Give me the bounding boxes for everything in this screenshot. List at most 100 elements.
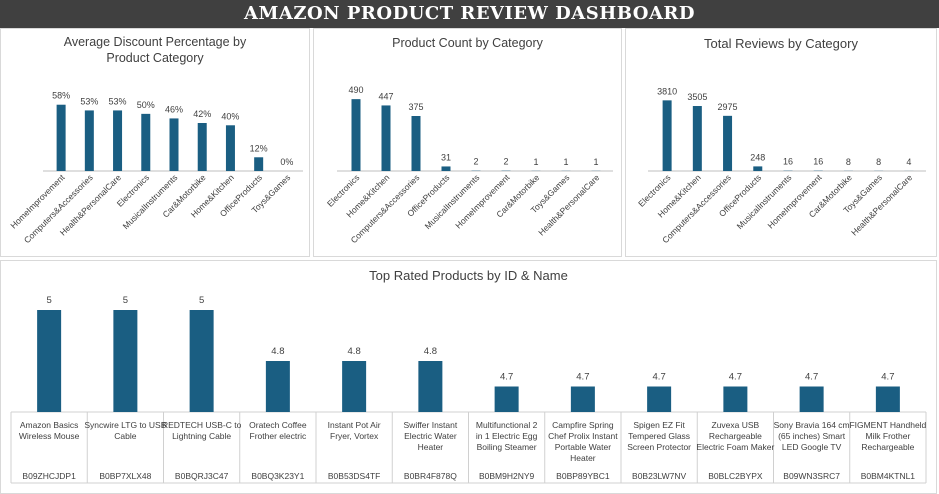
- reviews-bar-computers-accessories: [723, 115, 733, 171]
- count-data-label: 1: [593, 157, 598, 167]
- discount-data-label: 58%: [52, 91, 70, 101]
- top-rated-chart: 5 Amazon Basics Wireless Mouse B09ZHCJDP1 5 S…: [10, 295, 927, 484]
- top-data-label: 5: [46, 295, 51, 306]
- discount-bar-homeimprovement: [56, 104, 66, 171]
- top-data-label: 4.7: [805, 372, 818, 383]
- top-product-id: B0BM9H2NY9: [479, 471, 535, 481]
- top-product-name: Sony Bravia 164 cm (65 inches) Smart LED G…: [774, 420, 850, 452]
- top-rated-chart-panel: Top Rated Products by ID & Name 5 Amazon …: [0, 260, 937, 494]
- count-data-label: 31: [441, 152, 451, 162]
- discount-data-label: 53%: [109, 96, 127, 106]
- top-data-label: 4.7: [576, 372, 589, 383]
- top-bar-b0bp7xlx48: [113, 310, 138, 412]
- top-product-name: FIGMENT Handheld Milk Frother Rechargeable: [849, 420, 926, 452]
- reviews-data-label: 16: [783, 157, 793, 167]
- top-product-name: Instant Pot Air Fryer, Vortex: [328, 420, 381, 441]
- discount-bar-officeproducts: [254, 157, 264, 171]
- count-tick-label: Health&PersonalCare: [536, 172, 601, 237]
- discount-bar-car-motorbike: [197, 123, 207, 171]
- discount-data-label: 40%: [221, 111, 239, 121]
- top-bar-b0blc2bypx: [723, 386, 748, 412]
- count-bar-officeproducts: [441, 166, 451, 171]
- top-product-name: Syncwire LTG to USB Cable: [84, 420, 166, 441]
- count-data-label: 490: [348, 85, 363, 95]
- discount-chart-panel: Average Discount Percentage by Product C…: [0, 28, 310, 257]
- discount-chart-title: Average Discount Percentage by Product C…: [63, 35, 247, 65]
- discount-bar-health-personalcare: [113, 110, 123, 171]
- discount-bar-computers-accessories: [84, 110, 94, 171]
- top-product-name: Zuvexa USB Rechargeable Electric Foam Make…: [696, 420, 774, 452]
- top-data-label: 4.7: [881, 372, 894, 383]
- top-data-label: 5: [199, 295, 204, 306]
- reviews-bar-home-kitchen: [692, 106, 702, 171]
- discount-data-label: 46%: [165, 104, 183, 114]
- top-data-label: 4.8: [271, 346, 284, 357]
- top-bar-b0br4f878q: [418, 361, 443, 412]
- top-bar-b09wn3src7: [799, 386, 824, 412]
- count-tick-label: HomeImprovement: [453, 172, 512, 231]
- discount-bar-musicalinstruments: [169, 118, 179, 171]
- top-bar-b0bm9h2ny9: [494, 386, 519, 412]
- top-product-id: B0B23LW7NV: [632, 471, 687, 481]
- top-product-name: Oratech Coffee Frother electric: [249, 420, 307, 441]
- top-product-id: B0BQRJ3C47: [175, 471, 229, 481]
- reviews-bar-officeproducts: [753, 166, 763, 171]
- discount-bar-electronics: [141, 113, 151, 171]
- top-product-name: REDTECH USB-C to Lightning Cable: [162, 420, 242, 441]
- top-product-name: Campfire Spring Chef Prolix Instant Portab…: [548, 420, 618, 463]
- top-product-id: B0B53DS4TF: [328, 471, 380, 481]
- top-rated-chart-title: Top Rated Products by ID & Name: [369, 268, 568, 283]
- count-data-label: 2: [473, 157, 478, 167]
- top-bar-b0bm4ktnl1: [875, 386, 900, 412]
- top-product-id: B0BR4F878Q: [404, 471, 457, 481]
- reviews-data-label: 16: [813, 157, 823, 167]
- reviews-tick-label: Health&PersonalCare: [849, 172, 914, 237]
- count-data-label: 2: [503, 157, 508, 167]
- top-data-label: 4.7: [729, 372, 742, 383]
- reviews-data-label: 3505: [687, 92, 707, 102]
- reviews-data-label: 8: [876, 157, 881, 167]
- top-data-label: 4.8: [348, 346, 361, 357]
- top-product-id: B0BP7XLX48: [99, 471, 151, 481]
- count-data-label: 375: [408, 102, 423, 112]
- top-data-label: 4.7: [500, 372, 513, 383]
- dashboard-title: AMAZON PRODUCT REVIEW DASHBOARD: [0, 0, 939, 28]
- count-chart-panel: Product Count by Category 490 Electronics…: [313, 28, 622, 257]
- top-product-name: Spigen EZ Fit Tempered Glass Screen Protec…: [627, 420, 691, 452]
- count-data-label: 447: [378, 91, 393, 101]
- top-bar-b0b53ds4tf: [342, 361, 367, 412]
- reviews-data-label: 3810: [657, 86, 677, 96]
- discount-data-label: 0%: [280, 157, 293, 167]
- discount-data-label: 53%: [80, 96, 98, 106]
- top-product-id: B0BQ3K23Y1: [251, 471, 304, 481]
- reviews-bar-electronics: [662, 100, 672, 171]
- count-tick-label: MusicalInstruments: [423, 172, 482, 231]
- count-bar-computers-accessories: [411, 116, 421, 171]
- reviews-chart: 3810Electronics3505Home&Kitchen2975Compu…: [636, 86, 926, 245]
- top-data-label: 5: [123, 295, 128, 306]
- top-product-id: B09ZHCJDP1: [22, 471, 76, 481]
- top-data-label: 4.8: [424, 346, 437, 357]
- top-product-name: Amazon Basics Wireless Mouse: [19, 420, 80, 441]
- reviews-tick-label: MusicalInstruments: [735, 172, 794, 231]
- discount-data-label: 42%: [193, 109, 211, 119]
- top-product-name: Multifunctional 2 in 1 Electric Egg Boilin…: [476, 420, 538, 452]
- count-chart-title: Product Count by Category: [392, 36, 543, 50]
- count-bar-electronics: [351, 99, 361, 171]
- reviews-tick-label: HomeImprovement: [765, 172, 824, 231]
- reviews-data-label: 8: [846, 157, 851, 167]
- top-product-id: B0BP89YBC1: [556, 471, 610, 481]
- discount-bar-home-kitchen: [225, 125, 235, 171]
- top-product-id: B0BLC2BYPX: [708, 471, 763, 481]
- top-product-id: B0BM4KTNL1: [861, 471, 916, 481]
- reviews-chart-title: Total Reviews by Category: [704, 36, 858, 51]
- top-bar-b09zhcjdp1: [37, 310, 62, 412]
- reviews-data-label: 248: [750, 152, 765, 162]
- top-product-name: Swiffer Instant Electric Water Heater: [404, 420, 458, 452]
- count-chart: 490Electronics447Home&Kitchen375Computer…: [325, 85, 613, 245]
- discount-data-label: 12%: [250, 143, 268, 153]
- discount-chart: 58%HomeImprovement53%Computers&Accessori…: [8, 91, 303, 245]
- top-data-label: 4.7: [653, 372, 666, 383]
- count-data-label: 1: [533, 157, 538, 167]
- top-product-id: B09WN3SRC7: [783, 471, 840, 481]
